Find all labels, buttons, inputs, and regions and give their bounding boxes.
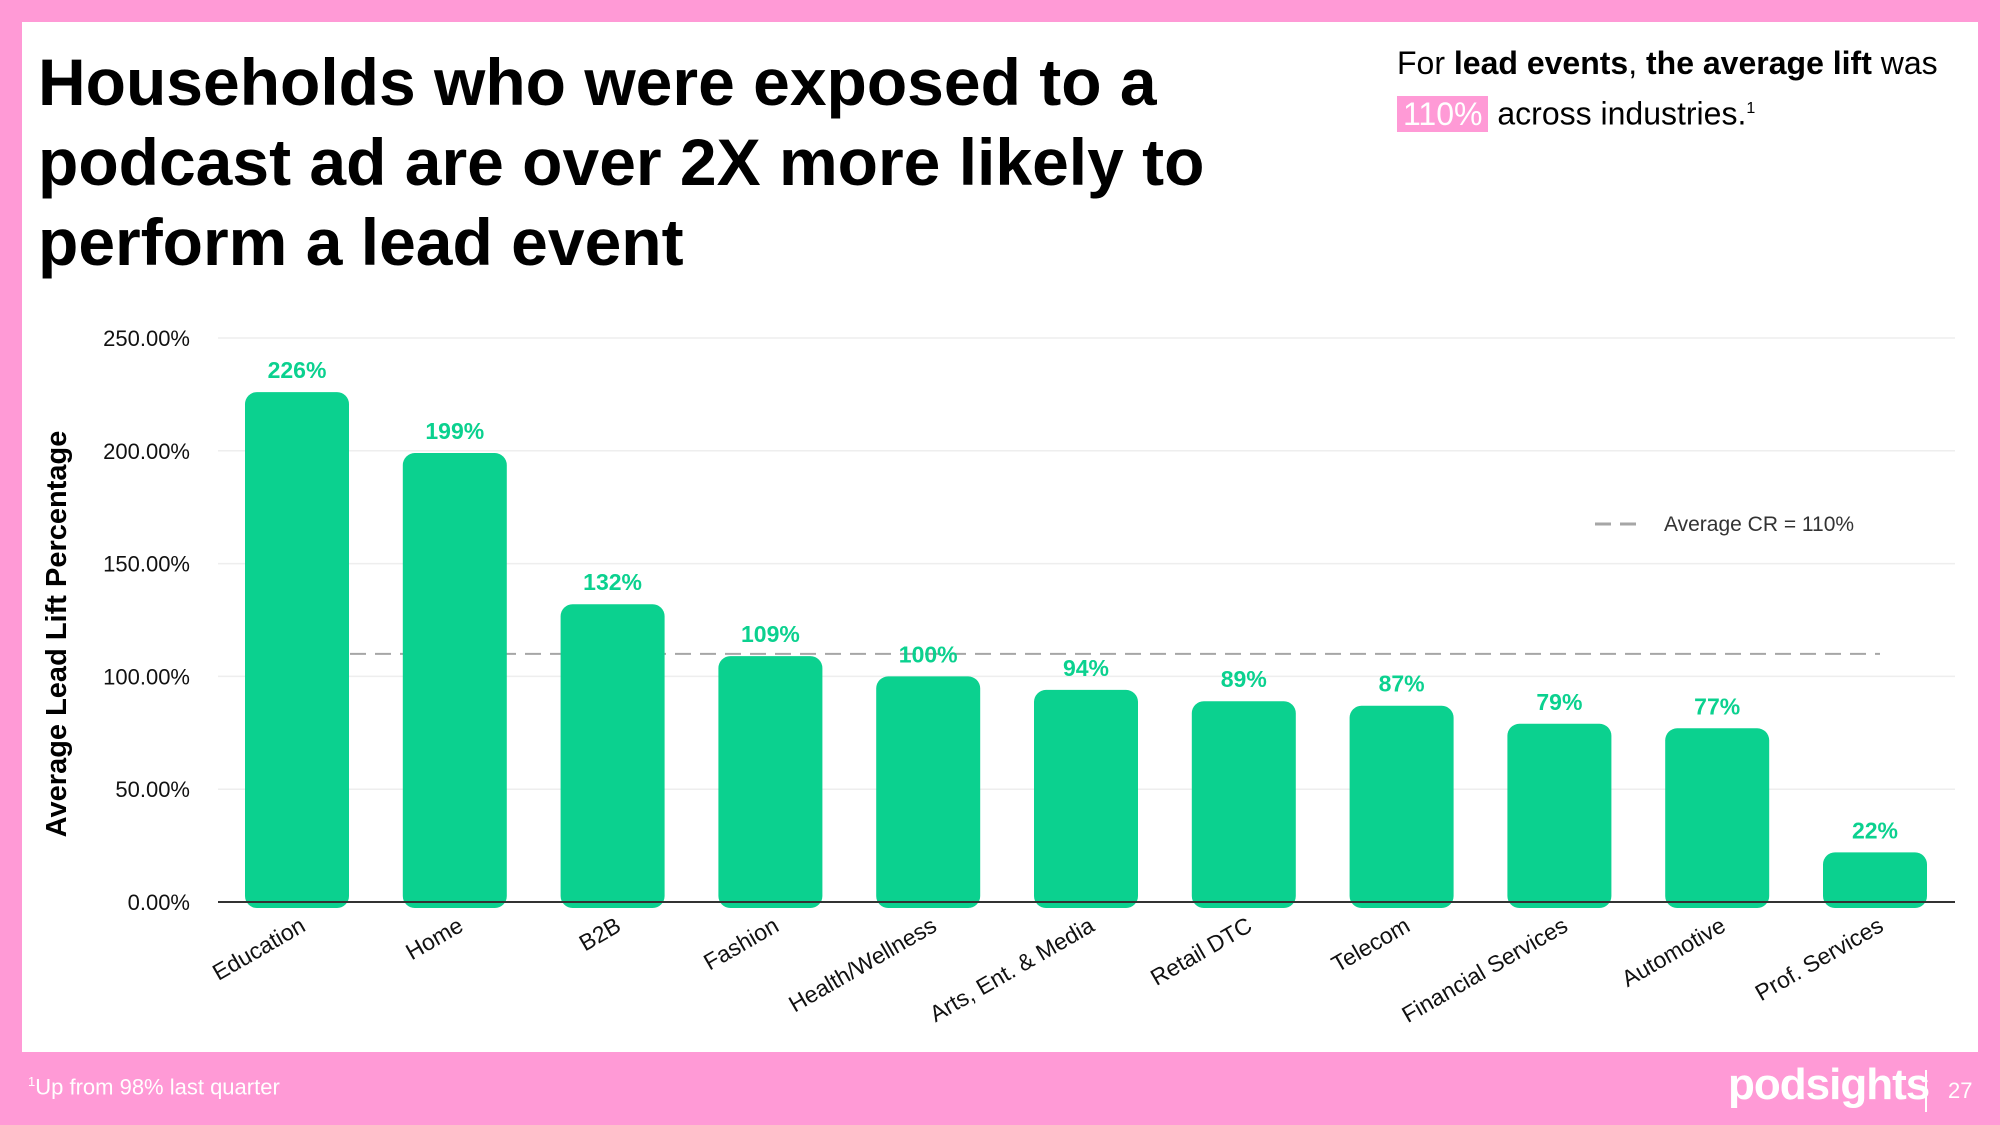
bar [718, 656, 823, 908]
x-tick-label: Arts, Ent. & Media [925, 912, 1099, 1027]
footnote: 1Up from 98% last quarter [28, 1074, 280, 1100]
x-tick-label: Financial Services [1397, 912, 1572, 1028]
callout-text-1: For [1397, 45, 1454, 81]
data-label: 199% [425, 418, 484, 444]
callout-bold-lead-events: lead events [1453, 45, 1629, 81]
footer-divider [1925, 1070, 1927, 1112]
data-label: 87% [1379, 671, 1425, 697]
callout-bold-average-lift: the average lift [1645, 45, 1872, 81]
x-tick-label: Telecom [1327, 912, 1414, 977]
data-label: 132% [583, 569, 642, 595]
legend-label: Average CR = 110% [1664, 513, 1854, 536]
bar [1665, 728, 1770, 908]
page-number: 27 [1948, 1078, 1973, 1103]
data-label: 94% [1063, 655, 1109, 681]
x-tick-label: Retail DTC [1146, 912, 1256, 991]
callout-highlight-value: 110% [1397, 95, 1489, 132]
bar [1823, 852, 1927, 908]
data-label: 22% [1852, 817, 1898, 843]
bar [1507, 723, 1612, 908]
x-tick-label: Education [208, 912, 310, 986]
slide-title: Households who were exposed to a podcast… [38, 45, 1205, 279]
podsights-logo: podsights [1728, 1060, 1930, 1109]
y-tick-label: 0.00% [128, 890, 190, 915]
y-axis-title: Average Lead Lift Percentage [41, 431, 73, 838]
bar [1349, 705, 1454, 908]
bar [876, 676, 981, 908]
bar [560, 604, 665, 908]
bars [245, 392, 1927, 908]
y-tick-label: 200.00% [103, 439, 190, 464]
footnote-marker: 1 [28, 1074, 36, 1089]
bar [245, 392, 349, 908]
callout-text-3: was [1871, 45, 1938, 81]
y-tick-label: 250.00% [103, 326, 190, 351]
bar [1191, 701, 1296, 908]
y-tick-label: 150.00% [103, 552, 190, 577]
x-tick-label: Prof. Services [1751, 912, 1888, 1006]
x-tick-label: Automotive [1617, 912, 1730, 992]
data-label: 100% [899, 641, 958, 667]
x-tick-label: Health/Wellness [784, 912, 941, 1017]
callout-text-4: across industries. [1488, 95, 1747, 132]
data-label: 226% [268, 357, 327, 383]
data-label: 77% [1694, 693, 1740, 719]
y-tick-label: 100.00% [103, 664, 190, 689]
legend: Average CR = 110% [1595, 513, 1854, 536]
data-label: 109% [741, 621, 800, 647]
average-lift-callout: For lead events, the average lift was 11… [1397, 40, 1957, 137]
bar [402, 453, 507, 908]
x-tick-label: B2B [574, 912, 625, 956]
footnote-text: Up from 98% last quarter [35, 1074, 280, 1100]
x-tick-label: Home [401, 912, 467, 965]
data-labels: 226% 199% 132% 109% 100% 94% 89% 87% 79% 77% 22% [268, 357, 1898, 843]
callout-text-2: , [1628, 45, 1646, 81]
callout-footnote-marker: 1 [1746, 100, 1756, 117]
data-label: 79% [1536, 689, 1582, 715]
bar [1034, 689, 1138, 908]
x-tick-label: Fashion [699, 912, 783, 975]
data-label: 89% [1221, 666, 1267, 692]
y-tick-label: 50.00% [115, 777, 190, 802]
